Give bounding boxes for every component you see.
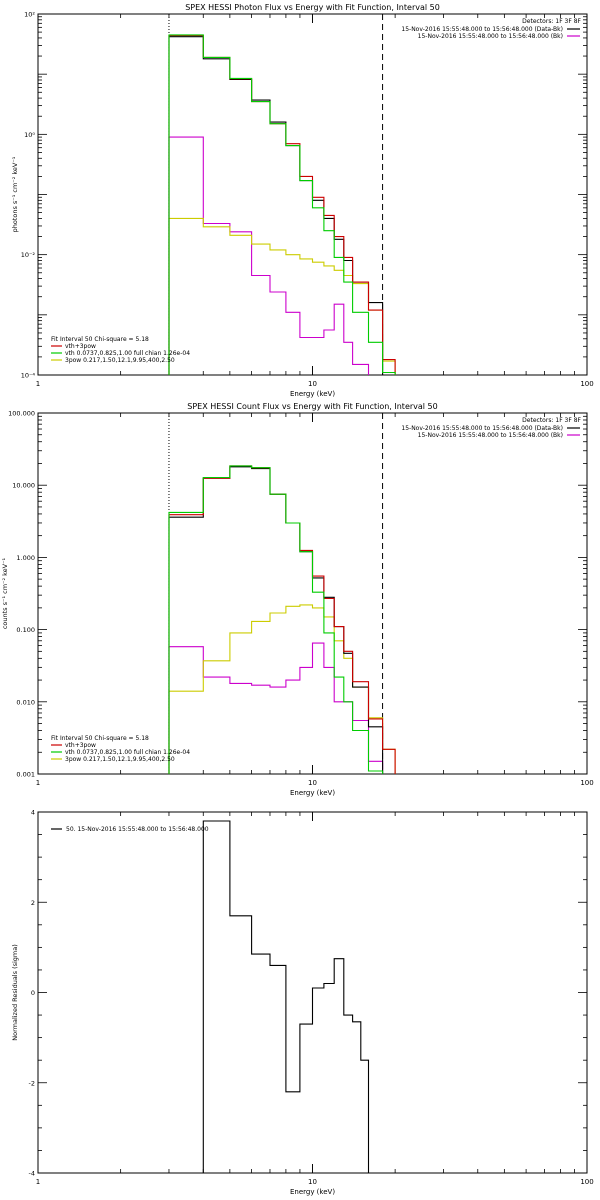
y-tick-label: 0: [31, 989, 35, 997]
series-data-bk: [168, 36, 384, 375]
y-tick-label: -2: [29, 1079, 35, 1087]
series-bk: [168, 136, 370, 375]
y-tick-label: -4: [29, 1170, 35, 1178]
y-tick-label: 10⁰: [24, 131, 35, 139]
series-3pow: [168, 217, 396, 375]
legend-item-label: vth 0.0737,0.825,1.00 full chian 1.26e-0…: [65, 350, 190, 357]
detectors-label: Detectors: 1F 3F 8F: [522, 417, 581, 424]
y-tick-label: 10⁻⁴: [21, 372, 36, 380]
legend-item-label: vth+3pow: [65, 343, 96, 350]
y-axis-label: photons s⁻¹ cm⁻² keV⁻¹: [11, 156, 19, 232]
x-tick-label: 1: [36, 779, 40, 787]
series-vth: [168, 34, 396, 375]
x-tick-label: 100: [580, 1178, 593, 1186]
info-line-label: 15-Nov-2016 15:55:48.000 to 15:56:48.000…: [418, 432, 563, 439]
x-tick-label: 1: [36, 380, 40, 388]
y-tick-label: 10⁻²: [21, 251, 36, 259]
detectors-label: Detectors: 1F 3F 8F: [522, 18, 581, 25]
series-vth: [168, 465, 384, 774]
chart-title: SPEX HESSI Count Flux vs Energy with Fit…: [187, 402, 438, 411]
plot-area: [168, 34, 396, 375]
series-bk: [168, 642, 384, 774]
plot-area: [202, 820, 384, 1173]
y-tick-label: 10²: [24, 11, 35, 19]
series-residuals: [202, 820, 384, 1173]
y-axis-label: Normalized Residuals (sigma): [11, 944, 19, 1041]
legend-item-label: 3pow 0.217,1.50,12.1,9.95,400,2.50: [65, 357, 175, 364]
y-tick-label: 100.000: [8, 410, 35, 418]
x-axis-label: Energy (keV): [290, 1188, 335, 1196]
y-tick-label: 4: [31, 809, 35, 817]
info-line-label: 15-Nov-2016 15:55:48.000 to 15:56:48.000…: [401, 26, 563, 33]
x-axis-label: Energy (keV): [290, 789, 335, 797]
y-tick-label: 0.010: [16, 698, 35, 706]
y-tick-label: 1.000: [16, 554, 35, 562]
y-axis-label: counts s⁻¹ cm⁻² keV⁻¹: [1, 557, 9, 629]
legend-item-label: 3pow 0.217,1.50,12.1,9.95,400,2.50: [65, 756, 175, 763]
x-tick-label: 100: [580, 380, 593, 388]
chart-title: SPEX HESSI Photon Flux vs Energy with Fi…: [185, 3, 440, 12]
legend-item-label: 50. 15-Nov-2016 15:55:48.000 to 15:56:48…: [66, 826, 209, 833]
chart-panel-2: SPEX HESSI Count Flux vs Energy with Fit…: [1, 402, 594, 797]
series-data-bk: [168, 466, 384, 774]
y-tick-label: 0.100: [16, 626, 35, 634]
series-3pow: [168, 604, 396, 774]
x-axis-label: Energy (keV): [290, 390, 335, 398]
y-tick-label: 2: [31, 899, 35, 907]
legend-header: Fit Interval 50 Chi-square = 5.18: [51, 735, 149, 742]
y-tick-label: 0.001: [16, 771, 35, 779]
x-tick-label: 10: [308, 1178, 317, 1186]
chart-panel-3: 1 10 100 Energy (keV) -4 -2 0 2 4 Normalized Resi…: [11, 809, 594, 1197]
y-tick-label: 10.000: [12, 482, 35, 490]
legend-item-label: vth 0.0737,0.825,1.00 full chian 1.26e-0…: [65, 749, 190, 756]
x-tick-label: 10: [308, 779, 317, 787]
plot-frame: [37, 412, 588, 775]
x-tick-label: 1: [36, 1178, 40, 1186]
x-tick-label: 10: [308, 380, 317, 388]
legend-header: Fit Interval 50 Chi-square = 5.18: [51, 336, 149, 343]
info-line-label: 15-Nov-2016 15:55:48.000 to 15:56:48.000…: [401, 425, 563, 432]
plot-area: [168, 465, 396, 774]
chart-panel-1: SPEX HESSI Photon Flux vs Energy with Fi…: [11, 3, 594, 398]
x-tick-label: 100: [580, 779, 593, 787]
legend-item-label: vth+3pow: [65, 742, 96, 749]
info-line-label: 15-Nov-2016 15:55:48.000 to 15:56:48.000…: [418, 33, 563, 40]
